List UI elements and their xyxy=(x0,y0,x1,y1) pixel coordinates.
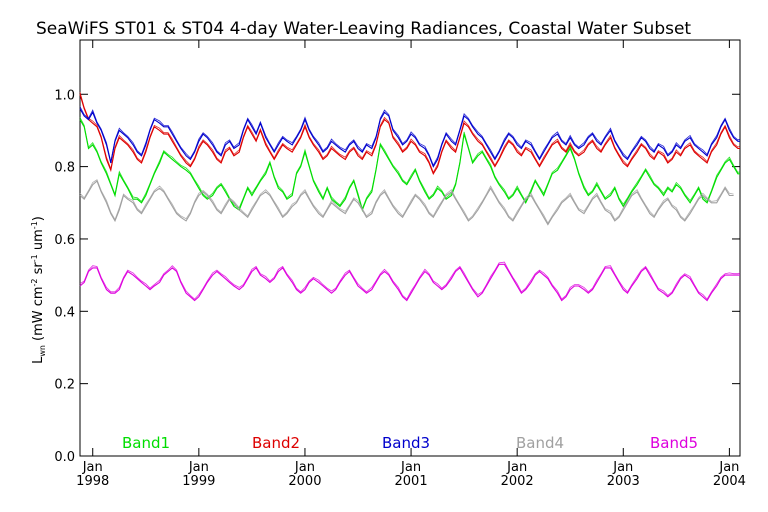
series-line-secondary-band5 xyxy=(79,261,741,300)
y-label-units-mid2: um xyxy=(31,229,46,254)
x-tick-month: Jan xyxy=(612,460,633,475)
series-line-band5 xyxy=(79,263,740,302)
x-tick-year: 1999 xyxy=(182,474,215,489)
y-tick-label: 0.8 xyxy=(54,161,75,176)
legend-entry-band2: Band2 xyxy=(252,434,300,452)
legend-entry-band4: Band4 xyxy=(516,434,564,452)
x-tick-year: 2003 xyxy=(607,474,640,489)
y-label-units-pre: (mW cm xyxy=(31,286,46,341)
series-band5 xyxy=(79,261,741,302)
x-tick-year: 1998 xyxy=(76,474,109,489)
y-label-units-mid1: sr xyxy=(31,262,46,279)
series-band4 xyxy=(79,179,734,226)
x-tick-month: Jan xyxy=(506,460,527,475)
series-line-secondary-band1 xyxy=(79,117,741,210)
series-lines xyxy=(79,91,741,302)
x-tick-year: 2000 xyxy=(288,474,321,489)
y-tick-label: 0.4 xyxy=(54,305,75,320)
x-axis-ticks: Jan1998Jan1999Jan2000Jan2001Jan2002Jan20… xyxy=(76,40,746,489)
x-tick-year: 2001 xyxy=(395,474,428,489)
x-tick-month: Jan xyxy=(400,460,421,475)
series-band1 xyxy=(79,117,741,212)
x-tick-month: Jan xyxy=(718,460,739,475)
series-line-secondary-band2 xyxy=(79,91,741,174)
x-tick-year: 2004 xyxy=(713,474,746,489)
y-tick-label: 1.0 xyxy=(54,88,75,103)
x-tick-month: Jan xyxy=(82,460,103,475)
series-line-secondary-band3 xyxy=(79,106,741,167)
series-line-secondary-band4 xyxy=(79,179,734,224)
x-tick-month: Jan xyxy=(294,460,315,475)
series-line-band1 xyxy=(79,119,740,212)
y-axis-label: Lwn(mW cm-2 sr-1 um-1) xyxy=(30,216,47,364)
legend: Band1 Band2 Band3 Band4 Band5 xyxy=(122,434,698,452)
y-label-sub: wn xyxy=(38,345,47,357)
y-label-units-post: ) xyxy=(31,216,46,221)
y-label-base: L xyxy=(31,356,46,364)
chart-title: SeaWiFS ST01 & ST04 4-day Water-Leaving … xyxy=(36,19,691,39)
series-band3 xyxy=(79,106,741,168)
y-label-sup1: -2 xyxy=(30,278,39,286)
y-tick-label: 0.0 xyxy=(54,450,75,465)
series-line-band2 xyxy=(79,94,740,176)
plot-axes xyxy=(79,39,741,457)
y-tick-label: 0.6 xyxy=(54,233,75,248)
series-band2 xyxy=(79,91,741,176)
y-label-sup3: -1 xyxy=(30,221,39,229)
legend-entry-band1: Band1 xyxy=(122,434,170,452)
y-tick-label: 0.2 xyxy=(54,378,75,393)
x-tick-year: 2002 xyxy=(501,474,534,489)
legend-entry-band5: Band5 xyxy=(650,434,698,452)
series-line-band3 xyxy=(79,108,740,168)
y-label-sup2: -1 xyxy=(30,254,39,262)
y-axis-ticks: 0.0 0.2 0.4 0.6 0.8 1.0 xyxy=(54,88,740,465)
series-line-band4 xyxy=(79,180,734,226)
plot-frame xyxy=(79,39,741,457)
legend-entry-band3: Band3 xyxy=(382,434,430,452)
x-tick-month: Jan xyxy=(188,460,209,475)
